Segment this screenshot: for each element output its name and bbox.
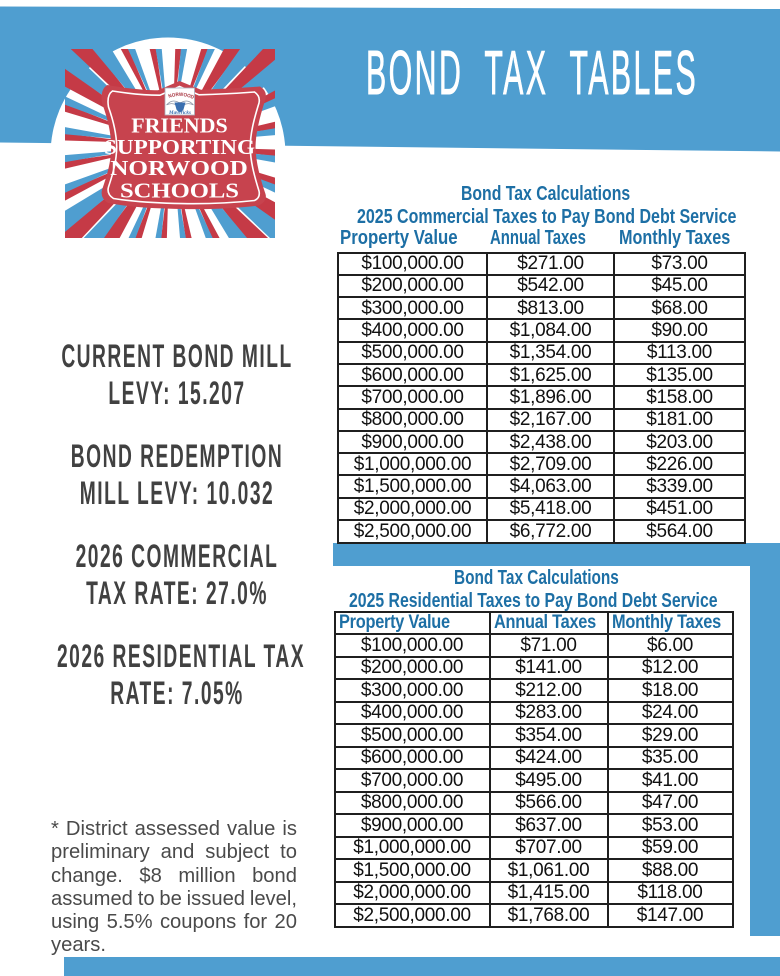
svg-text:SCHOOLS: SCHOOLS xyxy=(120,179,239,203)
svg-text:NORWOOD: NORWOOD xyxy=(168,92,195,101)
svg-text:SUPPORTING: SUPPORTING xyxy=(104,135,255,159)
svg-text:FRIENDS: FRIENDS xyxy=(131,114,228,138)
svg-text:NORWOOD: NORWOOD xyxy=(110,156,248,180)
svg-text:Mavericks: Mavericks xyxy=(168,110,191,116)
